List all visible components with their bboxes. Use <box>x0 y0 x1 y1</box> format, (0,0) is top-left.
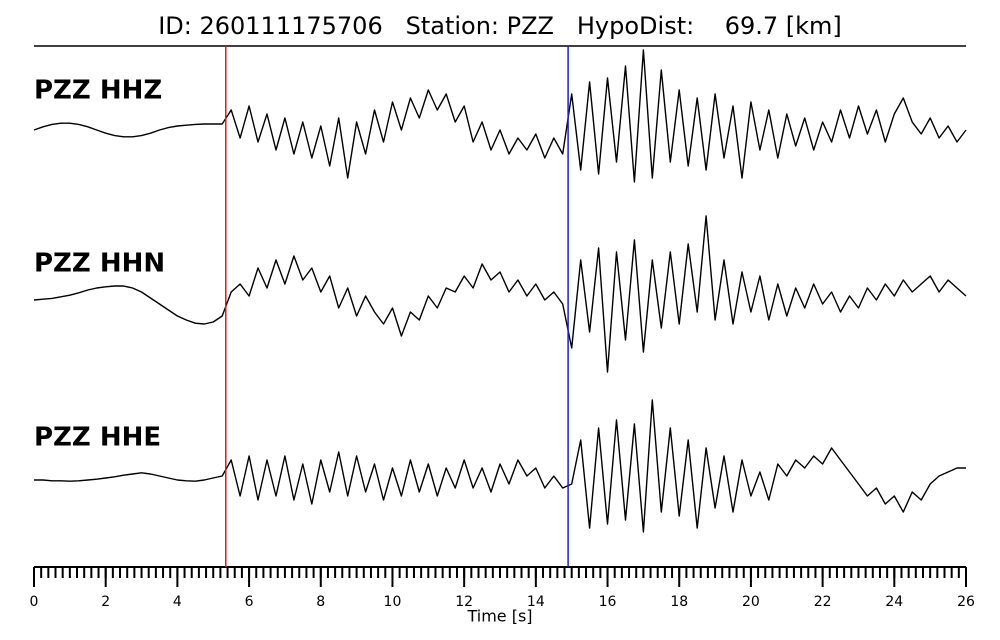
x-tick-label: 0 <box>30 594 39 610</box>
x-tick-label: 10 <box>384 594 402 610</box>
x-tick-label: 12 <box>455 594 473 610</box>
trace <box>34 399 966 533</box>
trace-label: PZZ HHE <box>34 423 161 453</box>
trace <box>33 49 967 183</box>
chart-title: ID: 260111175706 Station: PZZ HypoDist: … <box>158 12 842 40</box>
trace <box>33 215 967 373</box>
x-tick-label: 4 <box>173 594 182 610</box>
x-tick-label: 16 <box>599 594 617 610</box>
x-axis-label: Time [s] <box>466 607 532 626</box>
x-tick-label: 18 <box>670 594 688 610</box>
trace-label: PZZ HHN <box>34 249 165 279</box>
x-tick-label: 20 <box>742 594 760 610</box>
x-tick-label: 14 <box>527 594 545 610</box>
x-tick-label: 2 <box>101 594 110 610</box>
x-tick-label: 24 <box>885 594 903 610</box>
x-tick-label: 6 <box>245 594 254 610</box>
x-tick-label: 22 <box>814 594 832 610</box>
x-tick-label: 26 <box>957 594 975 610</box>
x-tick-label: 8 <box>316 594 325 610</box>
trace-label: PZZ HHZ <box>34 76 162 106</box>
